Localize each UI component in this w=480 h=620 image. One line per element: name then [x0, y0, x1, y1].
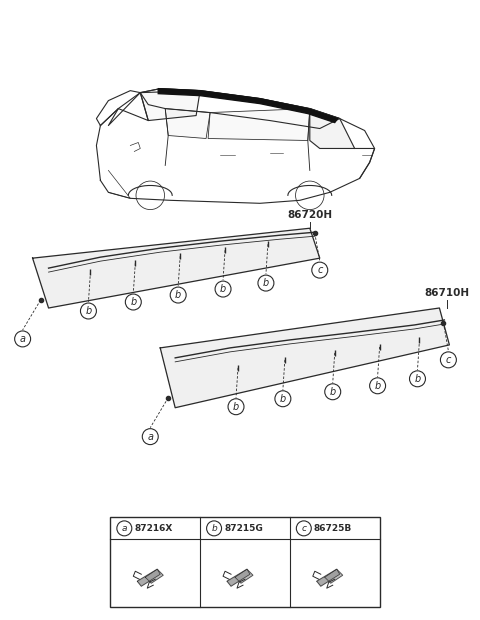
- Polygon shape: [317, 569, 340, 586]
- Polygon shape: [145, 569, 163, 583]
- Polygon shape: [160, 308, 449, 408]
- Circle shape: [206, 521, 222, 536]
- Circle shape: [409, 371, 425, 387]
- Circle shape: [258, 275, 274, 291]
- Text: b: b: [280, 394, 286, 404]
- Circle shape: [170, 287, 186, 303]
- Text: b: b: [175, 290, 181, 300]
- Text: b: b: [85, 306, 92, 316]
- Text: c: c: [317, 265, 323, 275]
- Text: c: c: [446, 355, 451, 365]
- Text: b: b: [414, 374, 420, 384]
- Circle shape: [441, 352, 456, 368]
- Text: b: b: [374, 381, 381, 391]
- Text: 86710H: 86710H: [425, 288, 470, 298]
- Circle shape: [15, 331, 31, 347]
- Text: b: b: [220, 284, 226, 294]
- Text: c: c: [301, 524, 306, 533]
- Circle shape: [228, 399, 244, 415]
- Text: b: b: [233, 402, 239, 412]
- Circle shape: [312, 262, 328, 278]
- Circle shape: [142, 428, 158, 445]
- Circle shape: [275, 391, 291, 407]
- Circle shape: [370, 378, 385, 394]
- Text: 87215G: 87215G: [224, 524, 263, 533]
- Polygon shape: [137, 569, 160, 586]
- Polygon shape: [165, 108, 210, 138]
- Polygon shape: [208, 108, 310, 141]
- Polygon shape: [158, 89, 338, 123]
- Polygon shape: [33, 228, 320, 308]
- Polygon shape: [140, 91, 200, 120]
- Polygon shape: [325, 569, 343, 583]
- Circle shape: [296, 521, 312, 536]
- Polygon shape: [227, 569, 250, 586]
- Polygon shape: [310, 108, 355, 148]
- Text: b: b: [330, 387, 336, 397]
- Polygon shape: [235, 569, 253, 583]
- Circle shape: [325, 384, 341, 400]
- Text: 86725B: 86725B: [314, 524, 352, 533]
- Circle shape: [125, 294, 141, 310]
- Text: a: a: [147, 432, 153, 441]
- Circle shape: [81, 303, 96, 319]
- Text: b: b: [263, 278, 269, 288]
- Text: 86720H: 86720H: [287, 210, 332, 220]
- Text: 87216X: 87216X: [134, 524, 173, 533]
- Text: b: b: [211, 524, 217, 533]
- FancyBboxPatch shape: [110, 518, 380, 607]
- Circle shape: [215, 281, 231, 297]
- Text: b: b: [130, 297, 136, 307]
- Text: a: a: [20, 334, 25, 344]
- Text: a: a: [121, 524, 127, 533]
- Circle shape: [117, 521, 132, 536]
